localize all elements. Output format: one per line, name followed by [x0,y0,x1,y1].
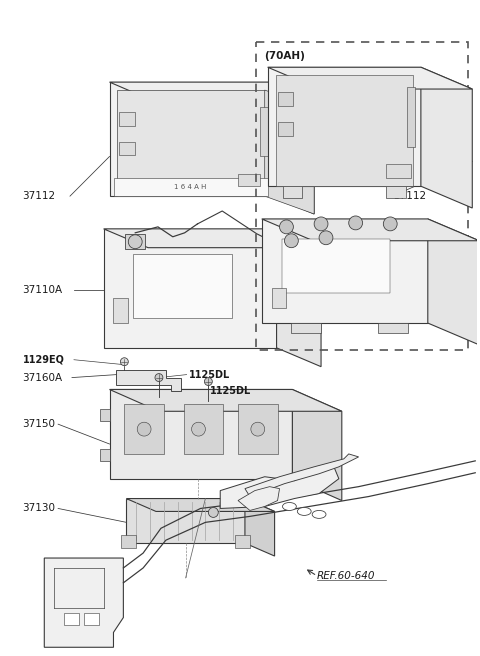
Polygon shape [120,112,135,126]
Polygon shape [104,229,276,348]
Polygon shape [84,613,99,625]
Text: REF.60-640: REF.60-640 [317,571,375,581]
Polygon shape [184,404,223,454]
Polygon shape [126,499,245,543]
Polygon shape [386,186,406,198]
Polygon shape [220,467,339,508]
Polygon shape [276,75,413,186]
Polygon shape [281,239,390,293]
Circle shape [279,220,293,234]
Polygon shape [421,67,472,208]
Polygon shape [238,404,277,454]
Text: 37130: 37130 [23,503,56,514]
Circle shape [155,374,163,382]
Polygon shape [260,107,268,157]
Text: 1125DL: 1125DL [210,386,252,396]
Polygon shape [100,409,109,421]
Ellipse shape [312,510,326,518]
Text: 1125DL: 1125DL [189,369,230,380]
Polygon shape [407,87,415,146]
Polygon shape [109,390,292,479]
Circle shape [120,358,128,365]
Polygon shape [268,67,472,89]
Circle shape [251,422,264,436]
Circle shape [314,217,328,231]
Polygon shape [118,90,264,196]
Polygon shape [262,219,479,241]
Text: 1129EQ: 1129EQ [23,355,64,365]
Polygon shape [117,369,180,392]
Text: 37110A: 37110A [393,307,433,317]
Circle shape [204,378,212,386]
Polygon shape [291,323,321,333]
Polygon shape [235,535,250,548]
Polygon shape [109,82,314,100]
Polygon shape [283,186,302,198]
Polygon shape [109,82,273,196]
Text: 37112: 37112 [23,191,56,201]
Polygon shape [245,454,359,497]
Polygon shape [113,298,128,323]
Text: (70AH): (70AH) [264,51,305,61]
Polygon shape [104,229,321,248]
Text: 37160A: 37160A [23,373,63,382]
Circle shape [192,422,205,436]
Polygon shape [114,178,268,196]
Polygon shape [276,229,321,367]
Bar [125,234,145,249]
Text: 37112: 37112 [393,191,426,201]
Polygon shape [292,390,342,501]
Polygon shape [264,90,314,214]
Polygon shape [44,558,123,647]
Circle shape [285,234,298,248]
Circle shape [349,216,362,230]
Polygon shape [124,404,164,454]
Polygon shape [386,165,411,178]
Circle shape [300,252,309,262]
Text: 37110A: 37110A [23,285,63,295]
Circle shape [208,508,218,518]
Polygon shape [245,499,275,556]
Circle shape [128,235,142,249]
Polygon shape [121,535,136,548]
Ellipse shape [283,502,296,510]
Circle shape [297,274,303,279]
Text: 37180F: 37180F [301,254,342,264]
Polygon shape [428,219,479,345]
Polygon shape [268,67,421,186]
Polygon shape [378,323,408,333]
Polygon shape [109,390,342,411]
Text: 37150: 37150 [23,419,56,429]
Polygon shape [262,219,428,323]
Polygon shape [64,613,79,625]
Ellipse shape [297,508,311,516]
Polygon shape [126,499,275,512]
Polygon shape [277,92,293,106]
Polygon shape [272,289,287,308]
Polygon shape [238,174,260,186]
Polygon shape [120,142,135,155]
Polygon shape [100,449,109,461]
Circle shape [137,422,151,436]
Circle shape [384,217,397,231]
Text: 1 6 4 A H: 1 6 4 A H [174,184,207,190]
Polygon shape [238,487,279,510]
Polygon shape [273,82,314,214]
Polygon shape [133,254,232,318]
Text: 1140JF: 1140JF [301,268,338,278]
Polygon shape [277,122,293,136]
Circle shape [319,231,333,245]
